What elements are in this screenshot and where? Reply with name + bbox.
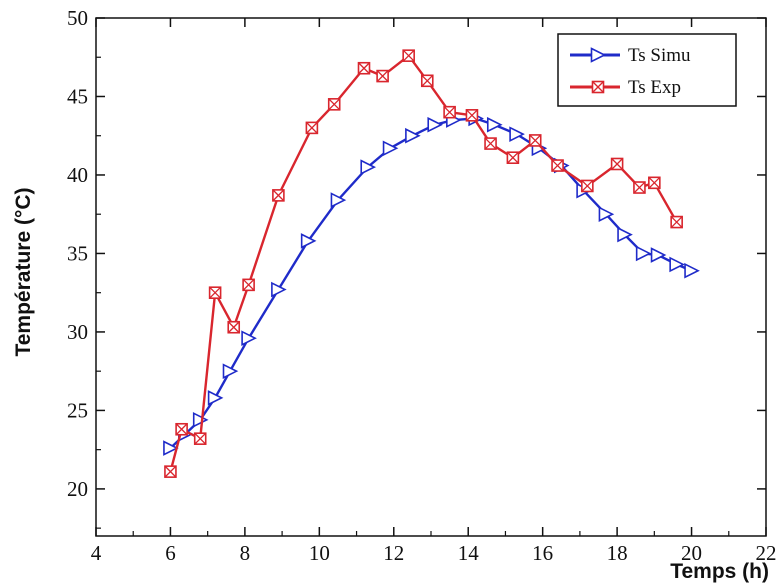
data-point-ts-exp xyxy=(165,466,176,477)
data-point-ts-exp xyxy=(306,122,317,133)
data-point-ts-exp xyxy=(422,75,433,86)
data-point-ts-exp xyxy=(273,190,284,201)
data-point-ts-exp xyxy=(195,433,206,444)
data-point-ts-exp xyxy=(329,99,340,110)
y-tick-label: 40 xyxy=(67,163,88,187)
data-point-ts-exp xyxy=(530,135,541,146)
y-tick-label: 45 xyxy=(67,84,88,108)
x-tick-label: 16 xyxy=(532,541,553,565)
legend-label-ts-exp: Ts Exp xyxy=(628,77,681,98)
data-point-ts-simu xyxy=(406,129,419,142)
x-tick-label: 8 xyxy=(240,541,251,565)
x-axis-title: Temps (h) xyxy=(670,560,769,583)
data-point-ts-exp xyxy=(466,110,477,121)
data-point-ts-exp xyxy=(210,287,221,298)
legend-marker-ts-exp xyxy=(593,82,604,93)
y-tick-label: 20 xyxy=(67,477,88,501)
data-point-ts-simu xyxy=(670,258,683,271)
data-point-ts-exp xyxy=(485,138,496,149)
data-point-ts-simu xyxy=(510,128,523,141)
data-point-ts-exp xyxy=(243,279,254,290)
data-point-ts-simu xyxy=(384,142,397,155)
data-point-ts-exp xyxy=(359,63,370,74)
data-point-ts-simu xyxy=(685,264,698,277)
x-tick-label: 18 xyxy=(607,541,628,565)
x-tick-label: 12 xyxy=(383,541,404,565)
y-axis-title: Température (°C) xyxy=(12,187,35,356)
series-line-ts-exp xyxy=(170,56,676,472)
data-point-ts-simu xyxy=(652,249,665,262)
data-point-ts-exp xyxy=(403,50,414,61)
data-point-ts-simu xyxy=(242,332,255,345)
y-tick-label: 35 xyxy=(67,241,88,265)
data-point-ts-simu xyxy=(209,391,222,404)
data-point-ts-exp xyxy=(582,180,593,191)
data-point-ts-simu xyxy=(637,247,650,260)
data-point-ts-exp xyxy=(444,107,455,118)
legend-marker-symbol xyxy=(593,82,604,93)
data-point-ts-exp xyxy=(649,177,660,188)
data-point-ts-exp xyxy=(228,322,239,333)
y-tick-label: 25 xyxy=(67,398,88,422)
x-tick-label: 14 xyxy=(458,541,480,565)
x-tick-label: 10 xyxy=(309,541,330,565)
legend-label-ts-simu: Ts Simu xyxy=(628,45,691,66)
data-point-ts-exp xyxy=(612,158,623,169)
data-point-ts-exp xyxy=(634,182,645,193)
data-point-ts-simu xyxy=(224,365,237,378)
x-tick-label: 4 xyxy=(91,541,102,565)
data-point-ts-simu xyxy=(194,413,207,426)
data-point-ts-exp xyxy=(176,424,187,435)
data-point-ts-exp xyxy=(671,217,682,228)
data-point-ts-exp xyxy=(552,160,563,171)
series-layer xyxy=(164,50,698,477)
data-point-ts-simu xyxy=(488,118,501,131)
data-point-ts-exp xyxy=(507,152,518,163)
data-point-ts-simu xyxy=(272,283,285,296)
y-tick-label: 30 xyxy=(67,320,88,344)
x-tick-label: 6 xyxy=(165,541,176,565)
legend: Ts Simu Ts Exp xyxy=(558,34,736,106)
data-point-ts-exp xyxy=(377,71,388,82)
y-tick-label: 50 xyxy=(67,6,88,30)
data-point-ts-simu xyxy=(428,118,441,131)
series-ts-exp xyxy=(165,50,682,477)
